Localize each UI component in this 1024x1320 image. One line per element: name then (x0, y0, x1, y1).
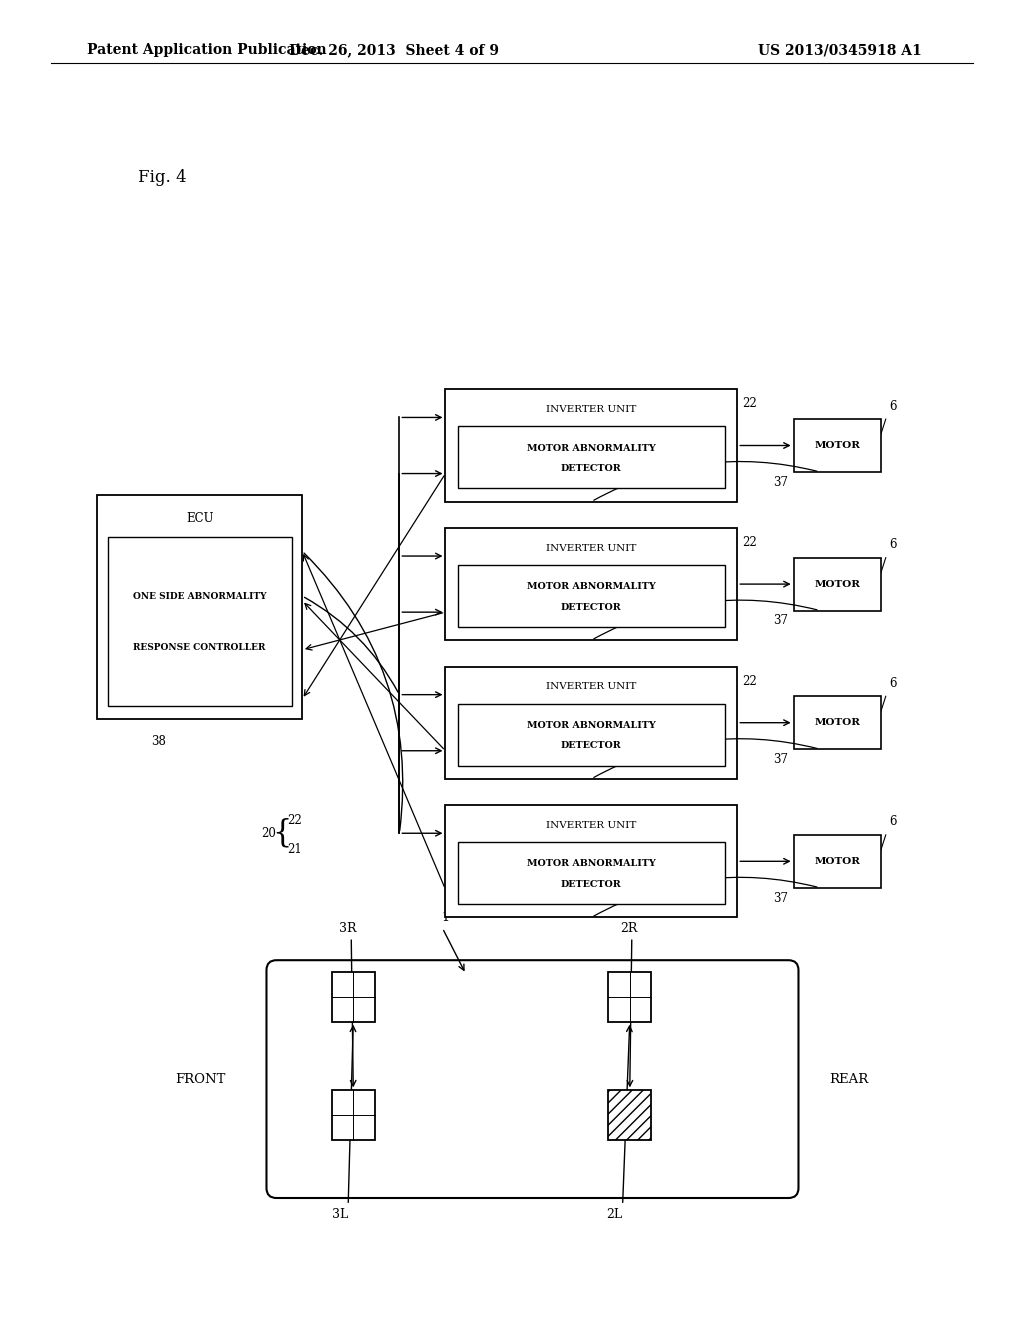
Text: INVERTER UNIT: INVERTER UNIT (546, 821, 637, 830)
Text: 6: 6 (889, 539, 896, 552)
Text: REAR: REAR (829, 1073, 868, 1086)
Text: FRONT: FRONT (175, 1073, 225, 1086)
Text: INVERTER UNIT: INVERTER UNIT (546, 405, 637, 414)
Text: Fig. 4: Fig. 4 (138, 169, 186, 186)
Text: MOTOR: MOTOR (814, 718, 860, 727)
Text: ECU: ECU (186, 512, 213, 525)
Text: 3R: 3R (339, 921, 357, 935)
Text: 22: 22 (742, 675, 757, 688)
Text: 22: 22 (742, 536, 757, 549)
Bar (108, 537, 292, 706)
Text: MOTOR: MOTOR (814, 579, 860, 589)
Text: 6: 6 (889, 677, 896, 689)
Text: ONE SIDE ABNORMALITY: ONE SIDE ABNORMALITY (133, 591, 266, 601)
Text: MOTOR: MOTOR (814, 441, 860, 450)
Text: US 2013/0345918 A1: US 2013/0345918 A1 (758, 44, 922, 57)
Text: 22: 22 (742, 397, 757, 411)
Text: MOTOR ABNORMALITY: MOTOR ABNORMALITY (527, 444, 655, 453)
Text: DETECTOR: DETECTOR (561, 742, 622, 750)
Text: DETECTOR: DETECTOR (561, 465, 622, 473)
Bar (445, 805, 737, 917)
Bar (794, 420, 881, 473)
Text: {: { (272, 818, 291, 849)
Text: Dec. 26, 2013  Sheet 4 of 9: Dec. 26, 2013 Sheet 4 of 9 (289, 44, 500, 57)
Text: DETECTOR: DETECTOR (561, 880, 622, 888)
Bar (445, 389, 737, 502)
Text: MOTOR ABNORMALITY: MOTOR ABNORMALITY (527, 582, 655, 591)
Text: 38: 38 (152, 735, 166, 748)
Text: 6: 6 (889, 816, 896, 829)
Text: MOTOR ABNORMALITY: MOTOR ABNORMALITY (527, 721, 655, 730)
Text: 6: 6 (889, 400, 896, 412)
Text: MOTOR: MOTOR (814, 857, 860, 866)
Bar (458, 565, 725, 627)
Text: MOTOR ABNORMALITY: MOTOR ABNORMALITY (527, 859, 655, 869)
Text: 37: 37 (773, 477, 788, 488)
Text: DETECTOR: DETECTOR (561, 603, 622, 611)
Bar (794, 836, 881, 887)
Text: 37: 37 (773, 892, 788, 904)
Bar (794, 697, 881, 750)
Bar (445, 667, 737, 779)
Bar (458, 426, 725, 488)
Text: INVERTER UNIT: INVERTER UNIT (546, 682, 637, 692)
Text: 2L: 2L (606, 1208, 623, 1221)
Text: 22: 22 (287, 813, 301, 826)
Text: 37: 37 (773, 752, 788, 766)
Bar (332, 1090, 375, 1140)
Bar (458, 842, 725, 904)
Bar (97, 495, 302, 719)
FancyBboxPatch shape (266, 960, 799, 1199)
Text: Patent Application Publication: Patent Application Publication (87, 44, 327, 57)
Text: RESPONSE CONTROLLER: RESPONSE CONTROLLER (133, 643, 266, 652)
Bar (794, 557, 881, 610)
Bar (608, 972, 651, 1022)
Text: 3L: 3L (332, 1208, 348, 1221)
Text: Fig. 5: Fig. 5 (138, 644, 186, 661)
Text: 37: 37 (773, 615, 788, 627)
Text: 2R: 2R (621, 921, 637, 935)
Bar (458, 704, 725, 766)
Text: 20: 20 (261, 826, 276, 840)
Bar (332, 972, 375, 1022)
Bar (608, 1090, 651, 1140)
Text: 21: 21 (287, 842, 301, 855)
Text: INVERTER UNIT: INVERTER UNIT (546, 544, 637, 553)
Bar (445, 528, 737, 640)
Text: 1: 1 (441, 911, 450, 924)
